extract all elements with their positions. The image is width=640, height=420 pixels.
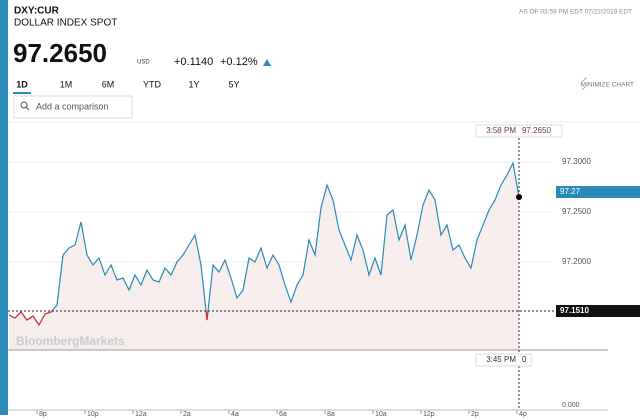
x-tick-label: 10p bbox=[87, 411, 99, 418]
price: 97.2650 bbox=[13, 38, 107, 68]
price-line bbox=[8, 161, 520, 327]
x-tick-label: 12a bbox=[135, 411, 147, 418]
range-tabs: 1D 1M 6M YTD 1Y 5Y bbox=[13, 79, 240, 94]
minimize-chart[interactable]: MINIMIZE CHART bbox=[581, 82, 634, 89]
volume-crosshair-value: 0 bbox=[522, 355, 527, 364]
x-tick-label: 10a bbox=[375, 411, 387, 418]
area-fill bbox=[9, 163, 519, 350]
y-tick-label: 97.2000 bbox=[562, 257, 591, 266]
range-tab[interactable]: 6M bbox=[102, 79, 115, 89]
y-tick-label: 97.3000 bbox=[562, 157, 591, 166]
watermark: BloombergMarkets bbox=[16, 334, 125, 348]
range-tab[interactable]: 1D bbox=[16, 79, 28, 89]
up-arrow bbox=[263, 59, 271, 66]
x-tick-label: 6a bbox=[279, 411, 287, 418]
crosshair-time: 3:58 PM bbox=[486, 126, 516, 135]
volume-crosshair-time: 3:45 PM bbox=[486, 355, 516, 364]
crosshair-box bbox=[475, 124, 563, 138]
accent-bar bbox=[0, 0, 8, 415]
volume-tick-label: 0.000 bbox=[562, 402, 580, 409]
minimize-icon bbox=[581, 77, 587, 91]
last-price-label: 97.27 bbox=[560, 187, 581, 196]
x-tick-label: 12p bbox=[423, 411, 435, 418]
crosshair-value: 97.2650 bbox=[522, 126, 551, 135]
y-tick-label: 97.2500 bbox=[562, 207, 591, 216]
x-tick-label: 8a bbox=[327, 411, 335, 418]
x-tick-label: 4p bbox=[519, 411, 527, 418]
volume-crosshair-box bbox=[475, 353, 532, 367]
x-tick-label: 4a bbox=[231, 411, 239, 418]
plot: 97.2000 97.2500 97.3000 97.1510 97.27 Bloombe… bbox=[8, 124, 640, 418]
change: +0.1140 bbox=[174, 56, 213, 68]
comparison-box[interactable] bbox=[13, 95, 133, 119]
last-price-tag bbox=[556, 186, 640, 198]
range-tab[interactable]: YTD bbox=[143, 79, 162, 89]
x-tick-label: 8p bbox=[39, 411, 47, 418]
active-tab-underline bbox=[13, 92, 31, 94]
currency: USD bbox=[137, 60, 150, 66]
x-tick-label: 2a bbox=[183, 411, 191, 418]
prev-close-tag bbox=[556, 305, 640, 317]
range-tab[interactable]: 5Y bbox=[228, 79, 239, 89]
comparison-placeholder[interactable]: Add a comparison bbox=[36, 101, 109, 111]
last-point bbox=[515, 194, 522, 200]
search-icon bbox=[20, 101, 28, 109]
prev-close-label: 97.1510 bbox=[560, 306, 589, 315]
range-tab[interactable]: 1M bbox=[60, 79, 73, 89]
as-of: AS OF 03:59 PM EDT 07/22/2019 EDT bbox=[519, 9, 632, 16]
search-icon-handle bbox=[25, 106, 30, 111]
x-tick-label: 2p bbox=[471, 411, 479, 418]
range-tab[interactable]: 1Y bbox=[188, 79, 199, 89]
symbol: DXY:CUR bbox=[14, 6, 60, 17]
change-pct: +0.12% bbox=[220, 56, 258, 68]
instrument-name: DOLLAR INDEX SPOT bbox=[14, 18, 117, 29]
